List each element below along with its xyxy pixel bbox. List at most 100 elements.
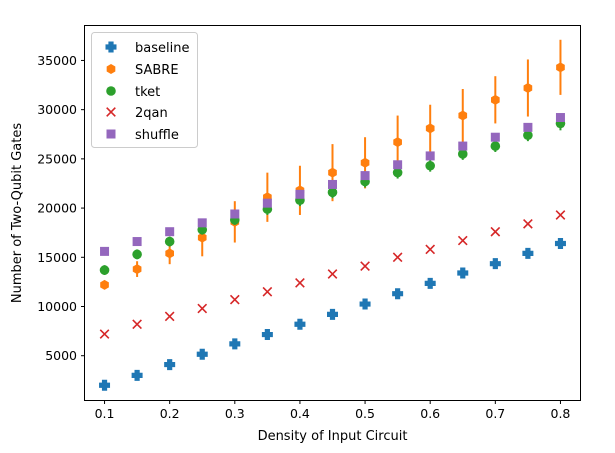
data-point	[425, 160, 435, 171]
data-point	[425, 151, 435, 161]
data-point	[554, 238, 566, 250]
legend-marker-2qan	[106, 107, 116, 117]
series-2qan	[99, 210, 566, 339]
legend-label-baseline: baseline	[135, 41, 189, 56]
data-point	[490, 141, 501, 151]
data-point	[523, 130, 533, 141]
data-point	[165, 227, 175, 237]
legend-box	[91, 32, 198, 148]
data-point	[196, 348, 208, 360]
y-axis: 5000 10000 15000 20000 25000 30000 35000	[37, 53, 85, 363]
data-point	[360, 171, 370, 181]
data-point	[457, 149, 468, 159]
data-point	[556, 62, 565, 73]
data-point	[458, 141, 468, 151]
data-point	[230, 209, 240, 219]
data-point	[295, 278, 305, 288]
data-point	[99, 265, 110, 275]
y-tick-label: 10000	[37, 299, 77, 314]
data-point	[523, 83, 533, 94]
data-point	[132, 249, 142, 260]
data-point	[359, 298, 371, 310]
data-point	[262, 286, 273, 297]
data-point	[229, 338, 241, 350]
legend-marker-sabre	[106, 64, 116, 74]
y-tick-label: 30000	[37, 102, 77, 117]
data-point	[425, 123, 435, 134]
data-point	[327, 308, 338, 320]
data-point	[132, 319, 142, 330]
data-point	[164, 359, 176, 371]
data-point	[457, 267, 469, 279]
data-point	[491, 94, 500, 105]
y-axis-label: Number of Two-Qubit Gates	[10, 123, 25, 304]
data-point	[100, 279, 109, 290]
y-tick-label: 5000	[45, 348, 77, 363]
x-tick-label: 0.2	[160, 406, 180, 421]
data-point	[165, 248, 174, 259]
y-tick-label: 25000	[37, 151, 77, 166]
data-point	[197, 232, 207, 243]
data-point	[131, 369, 143, 381]
data-point	[360, 261, 370, 272]
x-axis-label: Density of Input Circuit	[258, 429, 408, 444]
x-tick-label: 0.3	[225, 406, 245, 421]
series-baseline	[99, 238, 566, 391]
data-point	[393, 160, 403, 170]
plot-frame	[84, 25, 581, 401]
data-point	[392, 252, 403, 263]
x-tick-label: 0.8	[551, 406, 571, 421]
data-point	[490, 132, 500, 142]
data-point	[132, 237, 142, 247]
x-tick-label: 0.5	[355, 406, 375, 421]
legend-marker-baseline	[105, 41, 117, 53]
data-point	[262, 198, 272, 208]
data-point	[458, 110, 468, 121]
legend: baseline SABRE tket 2qan shuffle	[91, 32, 198, 148]
legend-label-shuffle: shuffle	[135, 128, 179, 143]
data-point	[457, 235, 468, 246]
x-axis: 0.1 0.2 0.3 0.4 0.5 0.6 0.7 0.8	[95, 400, 571, 421]
data-point	[132, 264, 142, 275]
legend-marker-shuffle	[106, 129, 116, 139]
y-tick-label: 20000	[37, 201, 77, 216]
data-point	[392, 288, 404, 300]
y-tick-label: 15000	[37, 250, 77, 265]
data-point	[229, 294, 240, 305]
data-point	[100, 246, 110, 256]
x-tick-label: 0.4	[290, 406, 310, 421]
x-tick-label: 0.6	[420, 406, 440, 421]
data-point	[295, 189, 305, 199]
data-point	[523, 218, 533, 229]
data-layer	[99, 39, 566, 391]
legend-label-2qan: 2qan	[135, 106, 168, 121]
data-point	[555, 210, 566, 220]
data-point	[328, 167, 337, 178]
data-point	[294, 318, 306, 330]
legend-label-sabre: SABRE	[135, 63, 179, 78]
data-point	[328, 179, 337, 189]
y-tick-label: 35000	[37, 53, 77, 68]
data-point	[360, 157, 370, 168]
data-point	[327, 187, 338, 198]
data-point	[489, 258, 501, 270]
data-point	[327, 269, 338, 279]
data-point	[99, 329, 110, 339]
data-point	[523, 122, 533, 132]
data-point	[425, 244, 436, 255]
data-point	[393, 137, 402, 148]
data-point	[164, 236, 175, 247]
series-shuffle	[100, 113, 565, 256]
x-tick-label: 0.7	[485, 406, 505, 421]
data-point	[197, 303, 208, 314]
data-point	[392, 167, 403, 178]
x-tick-label: 0.1	[95, 406, 115, 421]
data-point	[261, 329, 273, 341]
data-point	[197, 218, 207, 228]
legend-marker-tket	[106, 86, 116, 96]
data-point	[99, 379, 111, 391]
data-point	[490, 226, 501, 237]
legend-label-tket: tket	[135, 85, 160, 100]
data-point	[555, 113, 565, 123]
